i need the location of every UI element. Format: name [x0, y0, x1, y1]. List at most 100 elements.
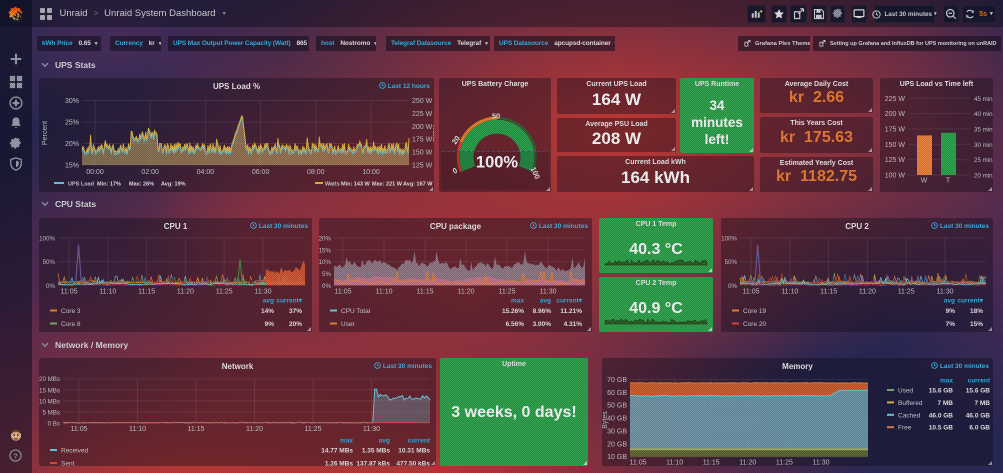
svg-text:11.21%: 11.21% [560, 308, 582, 315]
svg-text:Avg: 19%: Avg: 19% [161, 182, 186, 188]
svg-text:0: 0 [451, 166, 459, 176]
svg-text:Watts: Watts [431, 124, 434, 142]
svg-text:6.56%: 6.56% [506, 321, 525, 328]
svg-text:?: ? [13, 451, 18, 460]
svg-text:Percent: Percent [42, 121, 49, 145]
svg-text:User: User [341, 321, 356, 328]
svg-text:0 Bs: 0 Bs [48, 420, 60, 427]
svg-text:7 MB: 7 MB [937, 400, 953, 407]
svg-text:14%: 14% [261, 308, 274, 315]
svg-text:11:05: 11:05 [743, 288, 760, 295]
svg-text:20%: 20% [319, 236, 331, 243]
svg-text:50%: 50% [725, 259, 738, 266]
svg-text:15.26%: 15.26% [502, 308, 524, 315]
svg-text:10.31 MBs: 10.31 MBs [398, 447, 430, 454]
svg-text:15.6 GB: 15.6 GB [929, 388, 954, 395]
svg-text:25%: 25% [65, 120, 79, 127]
svg-text:Sent: Sent [61, 461, 75, 467]
svg-text:T: T [946, 178, 951, 185]
svg-text:Received: Received [61, 447, 88, 454]
svg-text:477.50 kBs: 477.50 kBs [396, 461, 430, 467]
svg-text:10.5 GB: 10.5 GB [929, 425, 954, 432]
svg-text:Avg: 167 W: Avg: 167 W [403, 182, 433, 188]
svg-text:11:20: 11:20 [458, 288, 475, 295]
svg-text:11:30: 11:30 [937, 288, 954, 295]
svg-text:20 GB: 20 GB [607, 441, 627, 448]
svg-text:06:00: 06:00 [252, 169, 270, 176]
svg-text:11:30: 11:30 [255, 288, 272, 295]
svg-text:35 min: 35 min [974, 127, 993, 134]
svg-text:1.35 MBs: 1.35 MBs [362, 447, 391, 454]
svg-text:current▾: current▾ [276, 298, 302, 305]
svg-text:current▾: current▾ [957, 298, 983, 305]
svg-text:15 MBs: 15 MBs [39, 387, 60, 394]
svg-text:current: current [968, 378, 991, 385]
svg-text:11:10: 11:10 [99, 288, 116, 295]
svg-text:175 W: 175 W [412, 137, 433, 144]
svg-text:0%: 0% [322, 283, 331, 290]
svg-text:15%: 15% [319, 247, 331, 254]
svg-text:0%: 0% [46, 283, 55, 290]
svg-text:37%: 37% [289, 308, 302, 315]
svg-text:avg: avg [540, 298, 551, 305]
svg-text:max: max [940, 378, 953, 385]
svg-text:10:00: 10:00 [362, 169, 380, 176]
svg-text:125 W: 125 W [885, 157, 906, 164]
svg-text:100%: 100% [721, 236, 737, 243]
svg-text:Core 19: Core 19 [743, 308, 767, 315]
svg-text:11:20: 11:20 [177, 288, 194, 295]
svg-text:11:20: 11:20 [859, 288, 876, 295]
svg-text:40 GB: 40 GB [607, 416, 627, 423]
svg-text:3.00%: 3.00% [533, 321, 552, 328]
svg-text:Used: Used [898, 388, 914, 395]
svg-text:50 GB: 50 GB [607, 403, 627, 410]
svg-text:Min: 143 W: Min: 143 W [341, 182, 371, 188]
svg-text:30%: 30% [65, 98, 79, 105]
svg-text:Core 8: Core 8 [61, 321, 81, 328]
svg-text:5 MBs: 5 MBs [42, 409, 60, 416]
svg-text:11:05: 11:05 [335, 288, 352, 295]
svg-text:225 W: 225 W [412, 111, 433, 118]
svg-text:current: current [408, 438, 431, 445]
svg-text:10%: 10% [319, 259, 331, 266]
svg-text:40 min: 40 min [974, 111, 993, 118]
svg-text:150 W: 150 W [885, 142, 906, 149]
svg-text:11:15: 11:15 [138, 288, 155, 295]
svg-text:11:10: 11:10 [376, 288, 393, 295]
svg-text:Bytes: Bytes [602, 411, 609, 429]
svg-text:200 W: 200 W [885, 111, 906, 118]
svg-text:avg: avg [379, 438, 390, 445]
svg-text:04:00: 04:00 [197, 169, 215, 176]
svg-text:max: max [340, 438, 353, 445]
svg-text:Free: Free [898, 425, 912, 432]
svg-text:11:15: 11:15 [820, 288, 837, 295]
svg-text:11:20: 11:20 [246, 426, 263, 433]
svg-text:CPU Total: CPU Total [341, 308, 371, 315]
svg-text:60 GB: 60 GB [607, 390, 627, 397]
svg-text:11:25: 11:25 [898, 288, 915, 295]
svg-text:11:25: 11:25 [216, 288, 233, 295]
svg-text:20%: 20% [65, 141, 79, 148]
svg-text:9%: 9% [265, 321, 275, 328]
svg-text:125 W: 125 W [412, 163, 433, 170]
svg-text:46.0 GB: 46.0 GB [929, 412, 954, 419]
svg-text:20 min: 20 min [974, 173, 993, 180]
svg-text:30 GB: 30 GB [607, 428, 627, 435]
svg-text:11:15: 11:15 [703, 460, 720, 466]
svg-text:15%: 15% [970, 321, 983, 328]
svg-text:9%: 9% [946, 308, 956, 315]
svg-text:5%: 5% [322, 271, 331, 278]
svg-text:225 W: 225 W [885, 96, 906, 103]
svg-text:11:10: 11:10 [129, 426, 146, 433]
svg-text:11:30: 11:30 [363, 426, 380, 433]
svg-text:11:10: 11:10 [781, 288, 798, 295]
svg-text:11:05: 11:05 [71, 426, 88, 433]
svg-text:0%: 0% [728, 283, 737, 290]
svg-text:25 min: 25 min [974, 157, 993, 164]
svg-text:6.0 GB: 6.0 GB [969, 425, 990, 432]
svg-text:100%: 100% [476, 154, 519, 172]
svg-text:46.0 GB: 46.0 GB [966, 412, 991, 419]
svg-text:10 MBs: 10 MBs [39, 398, 60, 405]
svg-text:30 min: 30 min [974, 142, 993, 149]
svg-text:150 W: 150 W [412, 150, 433, 157]
